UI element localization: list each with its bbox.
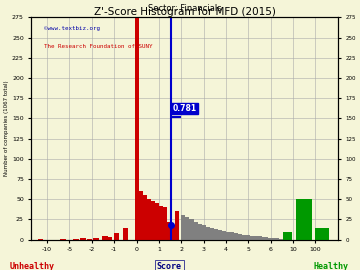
Bar <box>258 237 262 240</box>
Bar <box>163 207 167 240</box>
Bar <box>122 228 128 240</box>
Bar <box>103 237 108 240</box>
Bar <box>252 236 256 240</box>
Bar <box>210 228 213 240</box>
Bar <box>246 235 250 240</box>
Text: Sector: Financials: Sector: Financials <box>148 4 221 13</box>
Bar <box>198 224 202 240</box>
Bar <box>234 233 238 240</box>
Bar <box>194 222 198 240</box>
Bar <box>218 230 222 240</box>
Bar <box>107 237 112 240</box>
Bar <box>264 237 268 240</box>
Text: ©www.textbiz.org: ©www.textbiz.org <box>44 26 100 31</box>
Bar <box>238 234 242 240</box>
Bar <box>202 225 206 240</box>
Bar <box>242 235 246 240</box>
Bar <box>283 232 292 240</box>
Bar <box>296 199 312 240</box>
Bar <box>273 239 277 240</box>
Text: Healthy: Healthy <box>314 262 349 270</box>
Bar <box>271 238 275 240</box>
Y-axis label: Number of companies (1067 total): Number of companies (1067 total) <box>4 81 9 176</box>
Bar <box>143 195 147 240</box>
Bar <box>37 239 43 240</box>
Bar <box>222 231 226 240</box>
Bar <box>73 239 79 240</box>
Bar <box>171 225 175 240</box>
Bar <box>150 201 155 240</box>
Bar <box>181 215 185 240</box>
Title: Z'-Score Histogram for MFD (2015): Z'-Score Histogram for MFD (2015) <box>94 7 275 17</box>
Bar <box>275 238 279 240</box>
Bar <box>269 238 273 240</box>
Bar <box>266 238 270 240</box>
Bar <box>230 232 234 240</box>
Bar <box>87 239 93 240</box>
Bar <box>60 239 66 240</box>
Bar <box>213 229 218 240</box>
Bar <box>248 236 252 240</box>
Bar <box>159 206 163 240</box>
Text: Score: Score <box>157 262 182 270</box>
Bar <box>80 238 86 240</box>
Bar <box>315 228 329 240</box>
Bar <box>139 191 143 240</box>
Text: 0.781: 0.781 <box>172 104 197 113</box>
Bar <box>135 17 139 240</box>
Bar <box>155 203 159 240</box>
Bar <box>278 239 282 240</box>
Bar <box>114 233 119 240</box>
Bar <box>175 211 179 240</box>
Bar <box>261 237 265 240</box>
Text: The Research Foundation of SUNY: The Research Foundation of SUNY <box>44 44 152 49</box>
Text: Unhealthy: Unhealthy <box>10 262 55 270</box>
Bar <box>226 232 230 240</box>
Bar <box>206 227 210 240</box>
Bar <box>280 239 284 240</box>
Bar <box>185 217 189 240</box>
Bar <box>255 237 259 240</box>
Bar <box>94 238 99 240</box>
Bar <box>189 220 194 240</box>
Bar <box>147 199 150 240</box>
Bar <box>167 222 171 240</box>
